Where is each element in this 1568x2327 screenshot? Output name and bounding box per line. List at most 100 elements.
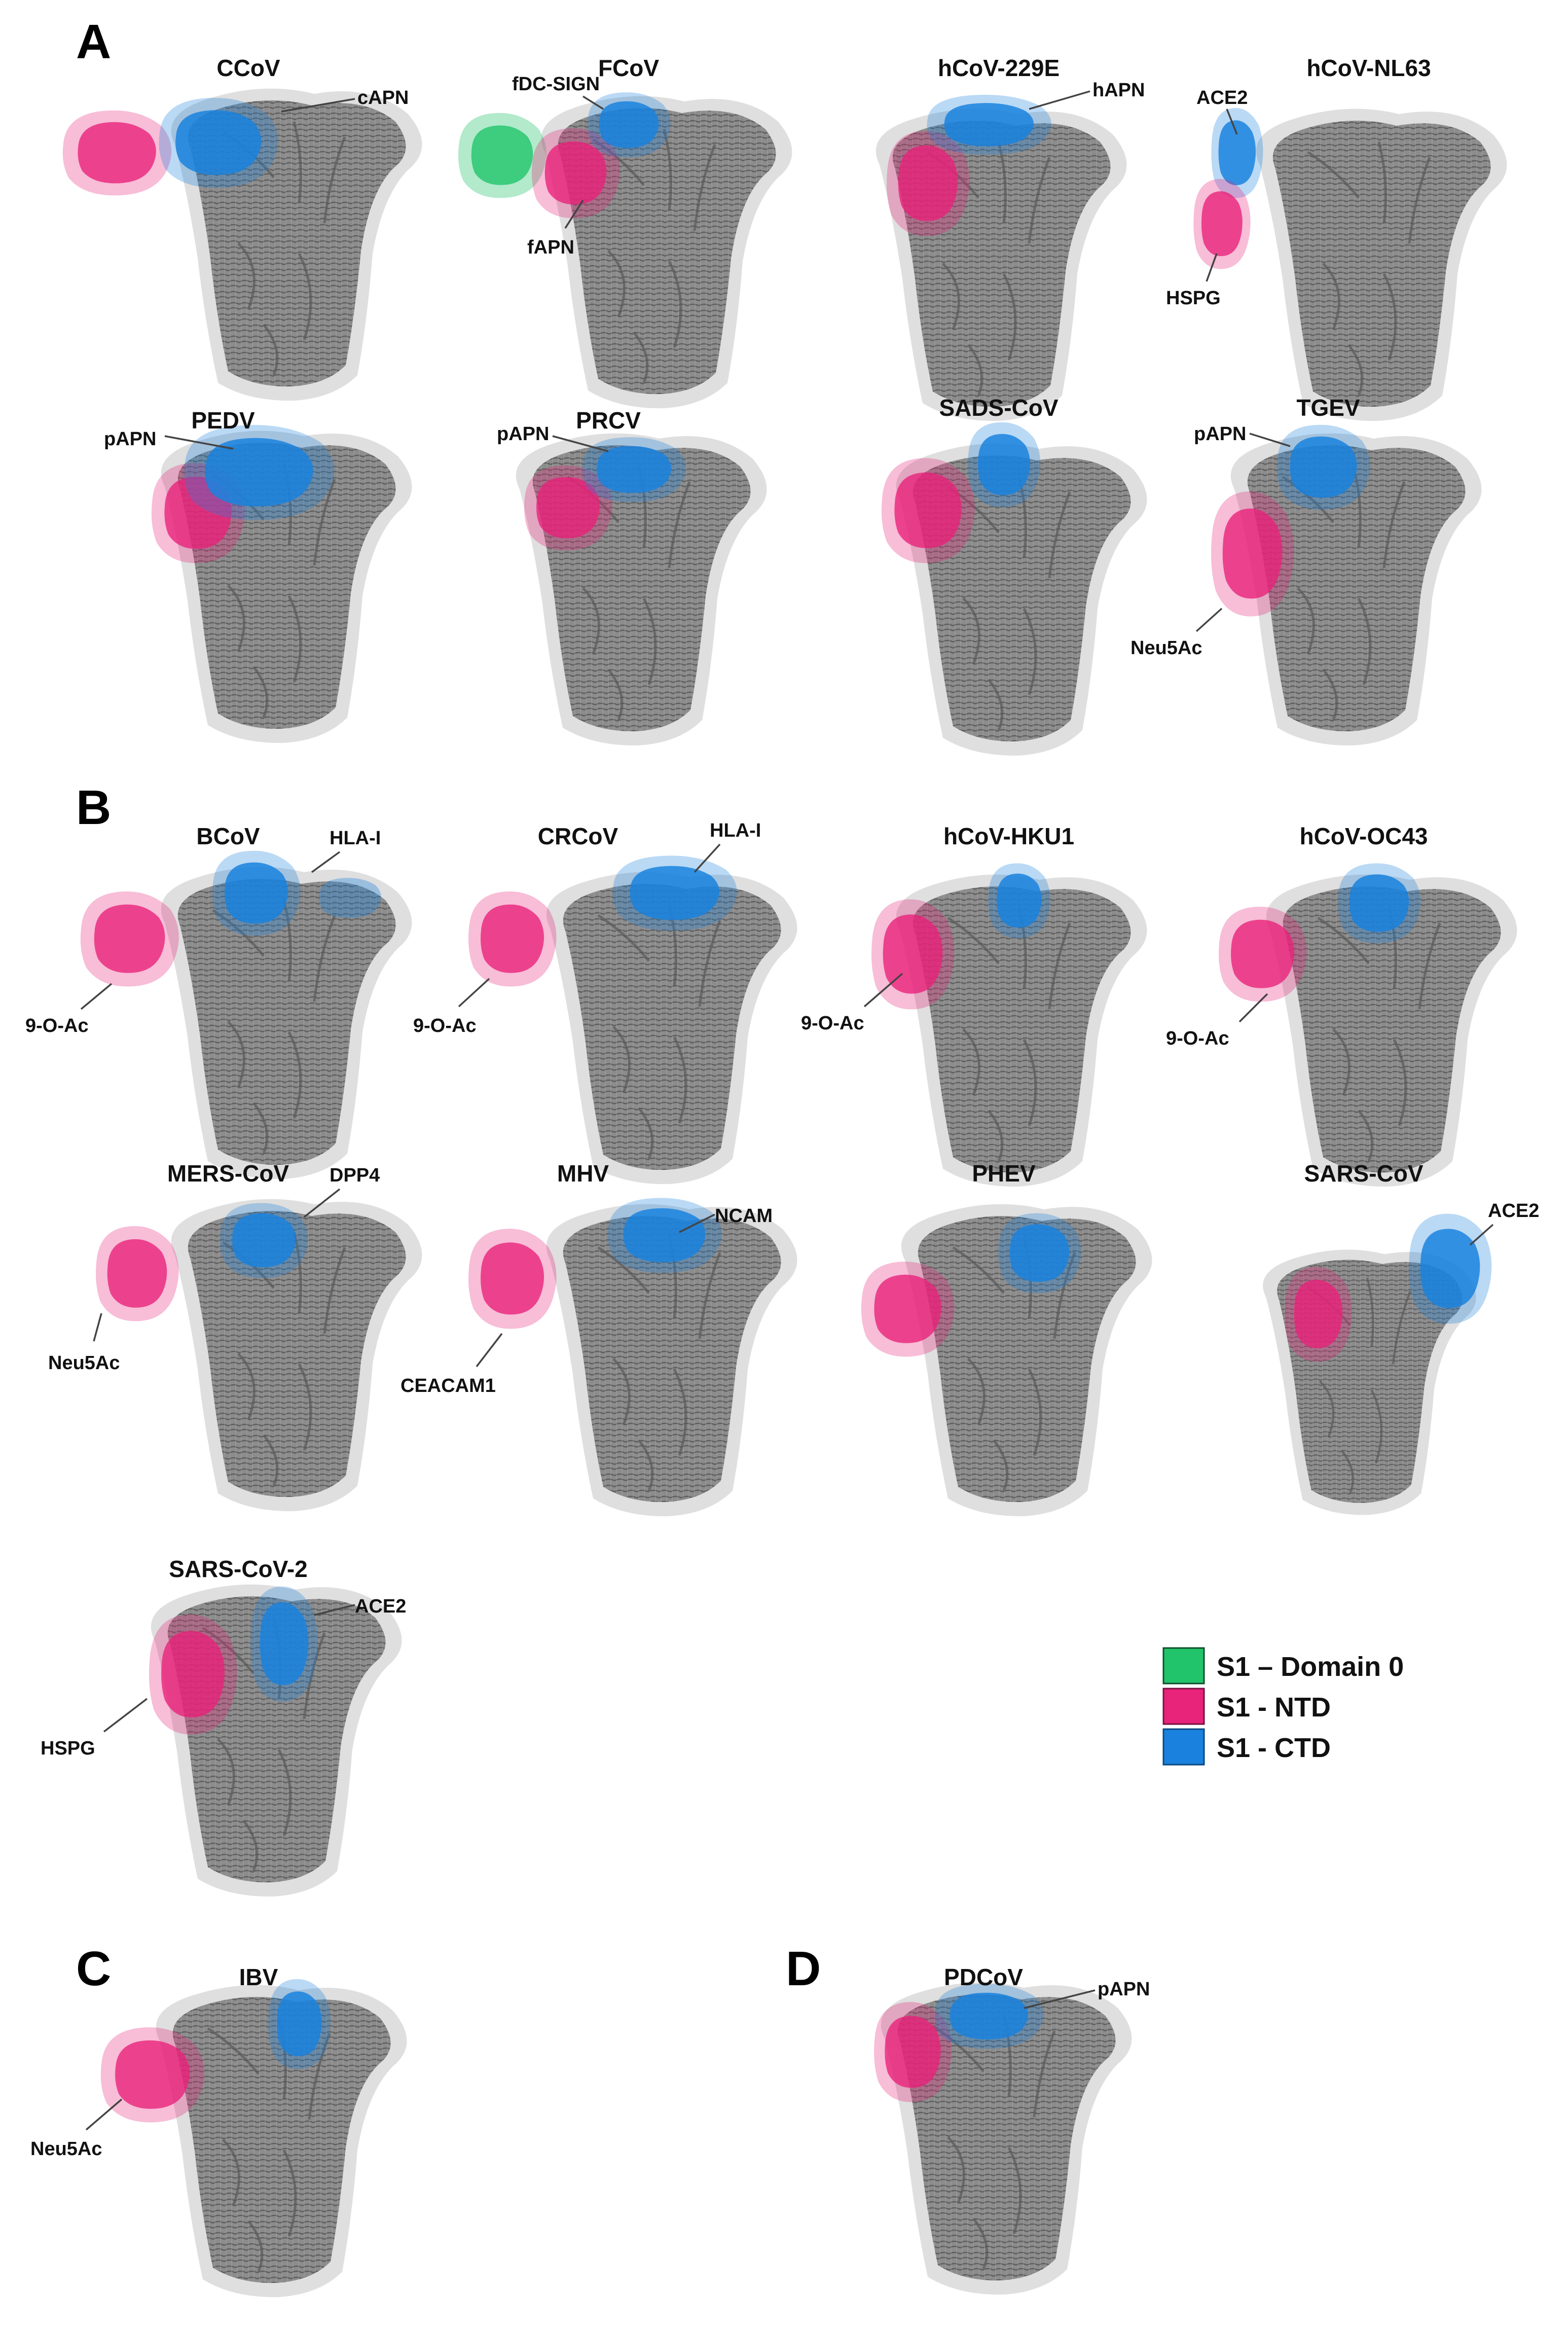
title-ibv: IBV (239, 1964, 278, 1990)
label-bcov-hla-i: HLA-I (330, 828, 381, 849)
title-ccov: CCoV (216, 55, 280, 81)
title-hcov-nl63: hCoV-NL63 (1306, 55, 1431, 81)
ntd-mers-cov (96, 1226, 179, 1321)
ctd-crcov (612, 855, 737, 931)
legend-swatch-domain0 (1162, 1647, 1205, 1685)
structure-prcv: PRCV pAPN (497, 407, 767, 745)
ntd-tgev (1211, 491, 1294, 617)
ntd-hcov-oc43 (1218, 907, 1307, 1002)
ctd-sars-cov-2 (250, 1586, 318, 1702)
title-sars-cov: SARS-CoV (1304, 1160, 1423, 1187)
ntd-hcov-hku1 (871, 899, 955, 1010)
structure-hcov-oc43: hCoV-OC43 9-O-Ac (1166, 823, 1517, 1187)
label-sars-cov-2-hspg: HSPG (41, 1738, 95, 1759)
title-sads-cov: SADS-CoV (939, 395, 1058, 421)
ctd-prcv (582, 437, 686, 503)
label-pdcov-papn: pAPN (1098, 1979, 1150, 2000)
ctd-mhv (607, 1198, 722, 1273)
legend-swatch-ntd (1162, 1688, 1205, 1725)
label-ibv-neu5ac: Neu5Ac (30, 2138, 102, 2160)
title-prcv: PRCV (576, 407, 641, 434)
legend-label-ctd: S1 - CTD (1217, 1733, 1331, 1763)
title-pedv: PEDV (191, 407, 255, 434)
label-fcov-fapn: fAPN (527, 237, 574, 258)
title-sars-cov-2: SARS-CoV-2 (169, 1556, 307, 1582)
title-fcov: FCoV (598, 55, 659, 81)
structure-phev: PHEV (861, 1160, 1152, 1516)
title-tgev: TGEV (1296, 395, 1360, 421)
structure-sads-cov: SADS-CoV (881, 395, 1147, 756)
ctd-mers-cov (220, 1203, 308, 1278)
structure-mhv: MHV NCAM CEACAM1 (400, 1160, 797, 1516)
ctd-hcov-229e (927, 94, 1051, 155)
panel-label-b: B (76, 780, 111, 835)
label-fcov-fdc-sign: fDC-SIGN (512, 74, 600, 95)
label-hcov-229e-hapn: hAPN (1092, 80, 1145, 101)
label-crcov-hla-i: HLA-I (710, 820, 761, 841)
ctd-tgev (1277, 424, 1370, 510)
title-hcov-229e: hCoV-229E (938, 55, 1060, 81)
ntd-hcov-nl63 (1193, 178, 1251, 269)
structure-pedv: PEDV pAPN (104, 407, 412, 743)
ctd-ccov (159, 97, 278, 188)
ntd-phev (861, 1262, 955, 1357)
label-prcv-papn: pAPN (497, 423, 549, 445)
structure-pdcov: PDCoV pAPN (874, 1964, 1150, 2295)
title-pdcov: PDCoV (944, 1964, 1023, 1990)
label-hcov-hku1-9-o-ac: 9-O-Ac (801, 1013, 864, 1034)
ntd-crcov (468, 891, 557, 987)
structure-ibv: IBV Neu5Ac (30, 1964, 407, 2297)
structure-tgev: TGEV pAPN Neu5Ac (1131, 395, 1482, 745)
ntd-mhv (468, 1229, 557, 1329)
ctd-bcov-extra (319, 878, 381, 918)
structure-bcov: BCoV HLA-I 9-O-Ac (25, 823, 412, 1179)
structure-sars-cov: SARS-CoV ACE2 (1263, 1160, 1539, 1515)
title-mhv: MHV (557, 1160, 609, 1187)
legend-label-domain0: S1 – Domain 0 (1217, 1652, 1404, 1682)
label-tgev-papn: pAPN (1194, 423, 1246, 445)
structure-fcov: FCoV fDC-SIGN fAPN (458, 55, 792, 408)
ctd-phev (998, 1213, 1081, 1294)
label-sars-cov-ace2: ACE2 (1488, 1200, 1539, 1222)
ntd-sads-cov (881, 458, 975, 563)
title-crcov: CRCoV (538, 823, 618, 849)
ctd-bcov (212, 850, 301, 936)
label-sars-cov-2-ace2: ACE2 (355, 1596, 406, 1617)
ntd-ccov (62, 110, 172, 196)
structure-crcov: CRCoV HLA-I 9-O-Ac (413, 820, 797, 1184)
structure-ccov: CCoV cAPN (62, 55, 422, 401)
ntd-bcov (80, 891, 179, 987)
title-phev: PHEV (972, 1160, 1036, 1187)
ctd-pedv (184, 425, 335, 520)
panel-label-a: A (76, 15, 111, 69)
label-mhv-ncam: NCAM (715, 1205, 773, 1227)
ctd-hcov-oc43 (1338, 863, 1421, 944)
panel-label-c: C (76, 1942, 111, 1996)
structure-mers-cov: MERS-CoV DPP4 Neu5Ac (48, 1160, 422, 1511)
title-hcov-hku1: hCoV-HKU1 (943, 823, 1074, 849)
label-hcov-oc43-9-o-ac: 9-O-Ac (1166, 1028, 1229, 1049)
ctd-sads-cov (968, 422, 1041, 508)
label-mers-cov-neu5ac: Neu5Ac (48, 1352, 120, 1374)
label-ccov-capn: cAPN (357, 87, 409, 109)
legend-label-ntd: S1 - NTD (1217, 1692, 1331, 1723)
ctd-sars-cov (1409, 1213, 1492, 1324)
ctd-hcov-hku1 (988, 863, 1050, 939)
title-bcov: BCoV (196, 823, 260, 849)
ntd-sars-cov-2 (149, 1614, 237, 1735)
structure-sars-cov-2: SARS-CoV-2 ACE2 HSPG (41, 1556, 406, 1896)
ntd-ibv (100, 2027, 204, 2123)
label-mers-cov-dpp4: DPP4 (330, 1165, 380, 1186)
structure-hcov-229e: hCoV-229E hAPN (876, 55, 1145, 421)
label-crcov-9-o-ac: 9-O-Ac (413, 1015, 477, 1036)
ctd-pdcov (934, 1984, 1044, 2049)
ctd-fcov (588, 92, 671, 158)
ctd-ibv (268, 1979, 331, 2069)
legend: S1 – Domain 0 S1 - NTD S1 - CTD (1162, 1647, 1404, 1766)
structure-hcov-nl63: hCoV-NL63 ACE2 HSPG (1166, 55, 1507, 421)
label-pedv-papn: pAPN (104, 428, 156, 450)
ntd-sars-cov (1285, 1267, 1352, 1362)
label-bcov-9-o-ac: 9-O-Ac (25, 1015, 89, 1036)
label-hcov-nl63-ace2: ACE2 (1196, 87, 1248, 109)
